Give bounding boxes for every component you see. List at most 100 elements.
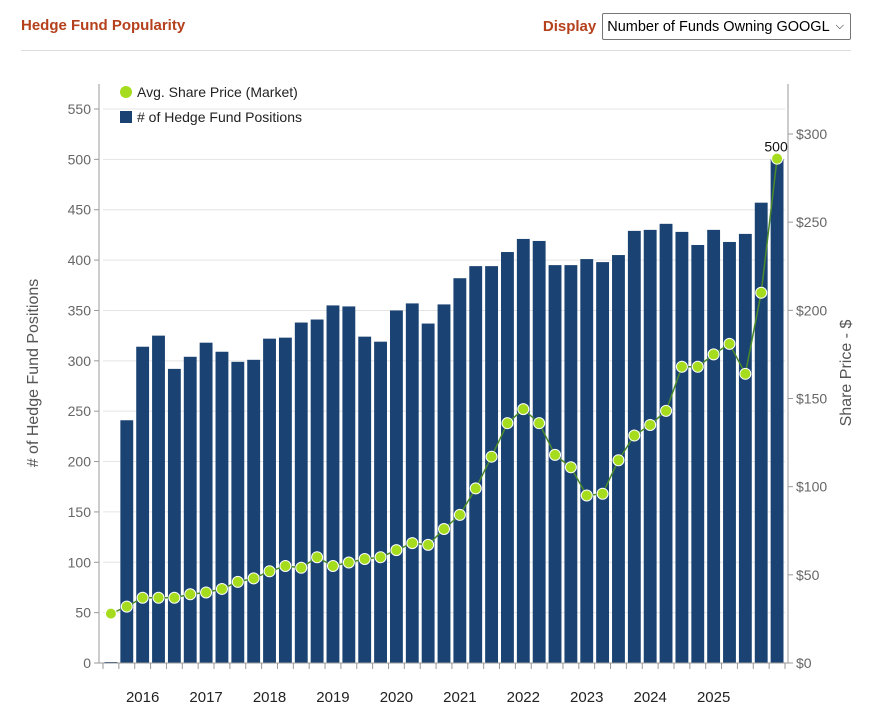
price-point xyxy=(564,461,577,474)
price-point xyxy=(549,448,562,461)
price-point xyxy=(422,538,435,551)
price-point xyxy=(612,454,625,467)
price-point xyxy=(660,404,673,417)
bar xyxy=(374,341,387,663)
bar xyxy=(104,661,118,663)
x-tick-label: 2016 xyxy=(126,689,159,706)
y2-axis-ticks: $0 $50 $100 $150 $200 $250 $300 xyxy=(788,126,827,671)
price-point xyxy=(723,337,736,350)
bar xyxy=(738,233,752,663)
price-point xyxy=(104,607,117,620)
price-point xyxy=(453,508,466,521)
y-tick-label: 450 xyxy=(68,202,92,218)
price-point xyxy=(406,537,419,550)
bar xyxy=(136,346,150,663)
y-tick-label: 300 xyxy=(68,353,92,369)
y-tick-label: 400 xyxy=(68,252,92,268)
bar xyxy=(437,304,451,663)
y-tick-label: 0 xyxy=(83,655,91,671)
bar xyxy=(659,223,673,663)
legend-bar-marker xyxy=(120,111,132,123)
price-point xyxy=(580,489,593,502)
x-axis-ticks: 2016 2017 2018 2019 2020 2021 2022 2023 2024 2025 xyxy=(102,663,786,706)
bar xyxy=(421,323,435,663)
x-tick-label: 2019 xyxy=(316,689,349,706)
price-point xyxy=(231,575,244,588)
y2-tick-label: $250 xyxy=(796,214,827,230)
y2-tick-label: $150 xyxy=(796,391,827,407)
x-tick-label: 2025 xyxy=(697,689,730,706)
y-tick-label: 500 xyxy=(68,151,92,167)
legend: Avg. Share Price (Market) # of Hedge Fun… xyxy=(120,84,302,125)
display-control: Display Number of Funds Owning GOOGL ⌵ xyxy=(543,13,851,40)
bar xyxy=(342,306,356,663)
y2-tick-label: $200 xyxy=(796,302,827,318)
price-point xyxy=(295,561,308,574)
bar xyxy=(215,351,229,663)
price-point xyxy=(628,429,641,442)
bar xyxy=(627,230,641,663)
y2-tick-label: $300 xyxy=(796,126,827,142)
price-point xyxy=(691,360,704,373)
price-point xyxy=(215,582,228,595)
bar xyxy=(485,266,499,663)
bar xyxy=(501,252,514,664)
price-point xyxy=(517,403,530,416)
display-label: Display xyxy=(542,18,597,35)
y-tick-label: 50 xyxy=(75,605,91,621)
bar xyxy=(643,229,657,663)
price-point xyxy=(438,522,450,535)
price-point xyxy=(120,600,133,613)
bar xyxy=(532,240,546,663)
bar xyxy=(596,262,610,663)
y-tick-label: 150 xyxy=(68,504,92,520)
y2-tick-label: $100 xyxy=(796,479,827,495)
price-point xyxy=(247,572,260,585)
y-tick-label: 550 xyxy=(68,101,92,117)
legend-item-price: Avg. Share Price (Market) xyxy=(137,84,298,100)
bar xyxy=(120,420,134,663)
page-title: Hedge Fund Popularity xyxy=(21,17,186,34)
bar xyxy=(358,336,372,663)
price-point xyxy=(485,450,498,463)
bar xyxy=(310,319,324,663)
display-select[interactable]: Number of Funds Owning GOOGL ⌵ xyxy=(602,13,851,40)
bar xyxy=(723,241,736,663)
bar xyxy=(247,359,261,663)
price-point xyxy=(374,551,387,564)
x-tick-label: 2020 xyxy=(380,689,413,706)
bar xyxy=(548,265,562,663)
price-point xyxy=(184,588,197,601)
bar xyxy=(199,342,213,663)
header: Hedge Fund Popularity Display Number of … xyxy=(21,0,851,51)
bar xyxy=(389,310,403,663)
price-line-series xyxy=(104,152,784,620)
legend-point-marker xyxy=(120,86,132,98)
annotations: 500 xyxy=(764,138,788,154)
y-tick-label: 200 xyxy=(68,454,92,470)
x-tick-label: 2024 xyxy=(633,689,666,706)
bar xyxy=(152,335,165,663)
price-point xyxy=(390,544,403,557)
price-point xyxy=(596,487,609,500)
price-point xyxy=(739,367,752,380)
price-point xyxy=(771,152,784,165)
price-point xyxy=(675,360,688,373)
bar xyxy=(183,356,197,663)
bar xyxy=(263,338,276,663)
bar xyxy=(405,303,419,663)
bar xyxy=(675,231,689,663)
bar xyxy=(167,368,181,663)
bar xyxy=(691,244,705,663)
y2-tick-label: $50 xyxy=(796,567,820,583)
price-point xyxy=(358,552,371,565)
bar xyxy=(516,238,530,664)
chevron-down-icon: ⌵ xyxy=(835,20,844,32)
bar xyxy=(453,278,467,663)
price-point xyxy=(311,551,324,564)
x-tick-label: 2021 xyxy=(443,689,476,706)
bar xyxy=(707,229,721,663)
bar xyxy=(469,266,483,663)
price-point xyxy=(136,591,149,604)
